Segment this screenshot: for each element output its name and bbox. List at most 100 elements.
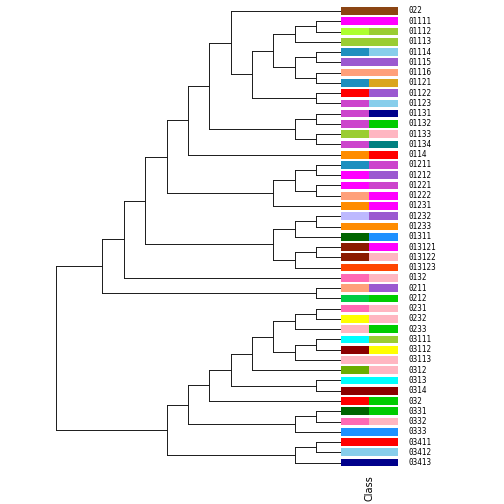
Bar bbox=[341, 110, 369, 117]
Text: 01133: 01133 bbox=[409, 130, 432, 139]
Bar bbox=[369, 58, 398, 66]
Bar bbox=[369, 387, 398, 395]
Text: Class: Class bbox=[364, 475, 374, 500]
Text: 0212: 0212 bbox=[409, 294, 427, 303]
Bar bbox=[341, 284, 369, 292]
Bar bbox=[341, 376, 369, 385]
Text: 01121: 01121 bbox=[409, 78, 432, 87]
Bar bbox=[341, 387, 369, 395]
Bar bbox=[369, 366, 398, 374]
Bar bbox=[341, 131, 369, 138]
Text: 0314: 0314 bbox=[409, 386, 427, 395]
Bar bbox=[369, 356, 398, 364]
Text: 0231: 0231 bbox=[409, 304, 427, 313]
Text: 01211: 01211 bbox=[409, 160, 432, 169]
Text: 013122: 013122 bbox=[409, 253, 436, 262]
Bar bbox=[369, 48, 398, 56]
Bar bbox=[369, 38, 398, 46]
Bar bbox=[369, 212, 398, 220]
Bar bbox=[369, 243, 398, 251]
Bar bbox=[341, 202, 369, 210]
Text: 01112: 01112 bbox=[409, 27, 432, 36]
Text: 0114: 0114 bbox=[409, 150, 427, 159]
Text: 01132: 01132 bbox=[409, 119, 432, 129]
Bar bbox=[369, 428, 398, 435]
Bar bbox=[341, 192, 369, 200]
Text: 01233: 01233 bbox=[409, 222, 432, 231]
Text: 032: 032 bbox=[409, 397, 422, 406]
Text: 0331: 0331 bbox=[409, 407, 427, 416]
Bar bbox=[341, 325, 369, 333]
Bar bbox=[369, 192, 398, 200]
Bar bbox=[341, 48, 369, 56]
Bar bbox=[341, 99, 369, 107]
Bar bbox=[369, 69, 398, 77]
Text: 0312: 0312 bbox=[409, 366, 427, 374]
Text: 01232: 01232 bbox=[409, 212, 432, 221]
Text: 0132: 0132 bbox=[409, 273, 427, 282]
Bar bbox=[369, 202, 398, 210]
Bar bbox=[341, 336, 369, 343]
Bar bbox=[341, 305, 369, 312]
Bar bbox=[369, 336, 398, 343]
Bar bbox=[341, 89, 369, 97]
Text: 01134: 01134 bbox=[409, 140, 432, 149]
Bar bbox=[369, 171, 398, 179]
Bar bbox=[369, 28, 398, 35]
Text: 022: 022 bbox=[409, 7, 422, 16]
Bar bbox=[341, 141, 369, 148]
Bar bbox=[369, 99, 398, 107]
Text: 0313: 0313 bbox=[409, 376, 427, 385]
Text: 0332: 0332 bbox=[409, 417, 427, 426]
Bar bbox=[341, 346, 369, 353]
Bar bbox=[369, 284, 398, 292]
Bar bbox=[341, 233, 369, 240]
Bar bbox=[341, 79, 369, 87]
Bar bbox=[369, 151, 398, 159]
Text: 0333: 0333 bbox=[409, 427, 427, 436]
Bar bbox=[341, 356, 369, 364]
Bar bbox=[341, 181, 369, 190]
Bar bbox=[369, 376, 398, 385]
Text: 013123: 013123 bbox=[409, 263, 436, 272]
Bar bbox=[369, 161, 398, 169]
Bar bbox=[369, 18, 398, 25]
Bar bbox=[369, 264, 398, 272]
Bar bbox=[369, 7, 398, 15]
Bar bbox=[341, 161, 369, 169]
Bar bbox=[369, 110, 398, 117]
Bar bbox=[341, 69, 369, 77]
Text: 01123: 01123 bbox=[409, 99, 432, 108]
Bar bbox=[369, 305, 398, 312]
Bar bbox=[341, 18, 369, 25]
Bar bbox=[369, 141, 398, 148]
Bar bbox=[369, 89, 398, 97]
Text: 01221: 01221 bbox=[409, 181, 432, 190]
Text: 01222: 01222 bbox=[409, 191, 432, 200]
Bar bbox=[369, 233, 398, 240]
Bar bbox=[341, 315, 369, 323]
Bar bbox=[369, 449, 398, 456]
Bar bbox=[341, 223, 369, 230]
Bar bbox=[341, 212, 369, 220]
Bar bbox=[341, 58, 369, 66]
Text: 0211: 0211 bbox=[409, 284, 427, 293]
Bar bbox=[341, 38, 369, 46]
Bar bbox=[341, 7, 369, 15]
Bar bbox=[341, 243, 369, 251]
Bar bbox=[341, 254, 369, 261]
Bar bbox=[369, 131, 398, 138]
Text: 03411: 03411 bbox=[409, 437, 432, 447]
Text: 01131: 01131 bbox=[409, 109, 432, 118]
Text: 01212: 01212 bbox=[409, 171, 432, 180]
Bar bbox=[341, 459, 369, 466]
Text: 01116: 01116 bbox=[409, 68, 432, 77]
Bar bbox=[369, 407, 398, 415]
Bar bbox=[369, 274, 398, 282]
Bar bbox=[341, 264, 369, 272]
Text: 01113: 01113 bbox=[409, 37, 432, 46]
Text: 013121: 013121 bbox=[409, 242, 436, 251]
Bar bbox=[369, 418, 398, 425]
Bar bbox=[369, 181, 398, 190]
Bar bbox=[369, 120, 398, 128]
